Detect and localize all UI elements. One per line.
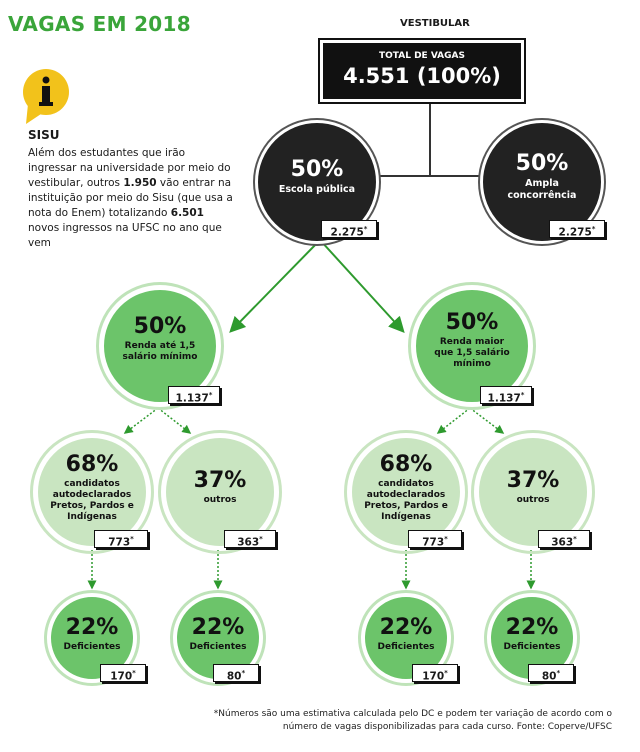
outros-right-label: outros — [516, 495, 550, 505]
total-value: 4.551 (100%) — [343, 64, 501, 88]
info-icon — [23, 69, 69, 124]
ppi-right-badge: 773* — [408, 530, 462, 549]
renda-maior-pct: 50% — [445, 310, 499, 335]
deficientes-4-badge: 80* — [528, 664, 574, 683]
sisu-title: SISU — [28, 128, 60, 142]
outros-right-ring — [471, 430, 595, 554]
deficientes-4-label: Deficientes — [503, 642, 561, 652]
deficientes-2-label: Deficientes — [189, 642, 247, 652]
renda-ate-circle: 50% Renda até 1,5 salário mínimo — [102, 288, 218, 404]
deficientes-1-badge: 170* — [100, 664, 146, 683]
ppi-right-ring — [344, 430, 468, 554]
deficientes-1-label: Deficientes — [63, 642, 121, 652]
escola-publica-badge: 2.275* — [321, 220, 377, 239]
ampla-label: Ampla concorrência — [507, 178, 577, 201]
ppi-right-circle: 68% candidatos autodeclarados Pretos, Pa… — [350, 436, 462, 548]
renda-maior-label: Renda maior que 1,5 salário mínimo — [434, 337, 510, 369]
deficientes-4-pct: 22% — [505, 615, 559, 640]
ppi-left-badge: 773* — [94, 530, 148, 549]
escola-publica-pct: 50% — [290, 157, 344, 182]
ppi-left-pct: 68% — [65, 452, 119, 477]
renda-maior-badge: 1.137* — [480, 386, 532, 405]
renda-ate-badge: 1.137* — [168, 386, 220, 405]
outros-left-badge: 363* — [224, 530, 276, 549]
deficientes-3-label: Deficientes — [377, 642, 435, 652]
total-label: TOTAL DE VAGAS — [379, 51, 465, 61]
outros-right-pct: 37% — [506, 468, 560, 493]
renda-maior-circle: 50% Renda maior que 1,5 salário mínimo — [414, 288, 530, 404]
outros-left-ring — [158, 430, 282, 554]
deficientes-3-pct: 22% — [379, 615, 433, 640]
deficientes-3-ring — [358, 590, 454, 686]
ppi-left-circle: 68% candidatos autodeclarados Pretos, Pa… — [36, 436, 148, 548]
ampla-badge: 2.275* — [549, 220, 605, 239]
renda-ate-label: Renda até 1,5 salário mínimo — [122, 341, 198, 362]
deficientes-1-circle: 22% Deficientes — [49, 595, 135, 681]
renda-ate-pct: 50% — [133, 314, 187, 339]
ppi-right-pct: 68% — [379, 452, 433, 477]
total-box: TOTAL DE VAGAS 4.551 (100%) — [318, 38, 526, 104]
outros-left-circle: 37% outros — [164, 436, 276, 548]
escola-publica-circle: 50% Escola pública — [255, 120, 379, 244]
vestibular-label: VESTIBULAR — [400, 18, 470, 29]
deficientes-3-circle: 22% Deficientes — [363, 595, 449, 681]
renda-ate-ring — [96, 282, 224, 410]
outros-right-circle: 37% outros — [477, 436, 589, 548]
outros-left-label: outros — [203, 495, 237, 505]
deficientes-2-ring — [170, 590, 266, 686]
footnote: *Números são uma estimativa calculada pe… — [213, 709, 612, 732]
ampla-pct: 50% — [515, 151, 569, 176]
deficientes-2-pct: 22% — [191, 615, 245, 640]
ppi-left-ring — [30, 430, 154, 554]
renda-maior-ring — [408, 282, 536, 410]
deficientes-2-badge: 80* — [213, 664, 259, 683]
page-title: VAGAS EM 2018 — [8, 12, 191, 36]
deficientes-4-ring — [484, 590, 580, 686]
escola-publica-label: Escola pública — [278, 184, 356, 195]
deficientes-3-badge: 170* — [412, 664, 458, 683]
sisu-text: Além dos estudantes que irão ingressar n… — [28, 147, 233, 249]
deficientes-1-ring — [44, 590, 140, 686]
ppi-right-label: candidatos autodeclarados Pretos, Pardos… — [364, 479, 448, 522]
ppi-left-label: candidatos autodeclarados Pretos, Pardos… — [50, 479, 134, 522]
outros-right-badge: 363* — [538, 530, 590, 549]
deficientes-1-pct: 22% — [65, 615, 119, 640]
outros-left-pct: 37% — [193, 468, 247, 493]
